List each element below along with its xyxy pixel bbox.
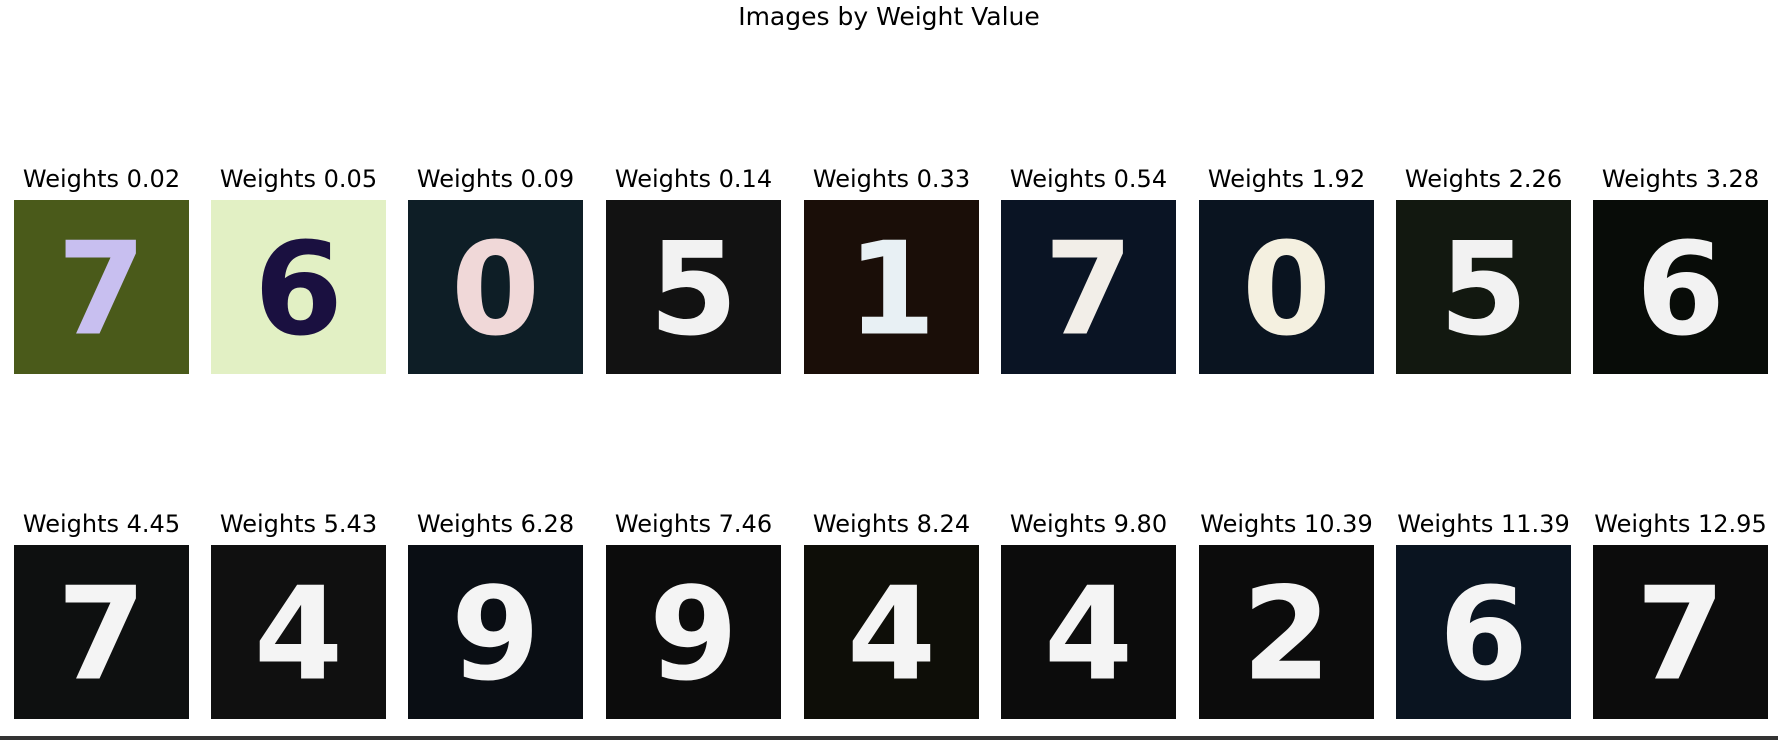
digit-image: 2 <box>1199 545 1374 719</box>
digit-image: 6 <box>211 200 386 374</box>
digit-glyph: 2 <box>1242 561 1331 710</box>
digit-image: 7 <box>14 200 189 374</box>
panel-weight-label: Weights 0.05 <box>219 165 378 193</box>
digit-glyph: 5 <box>1439 216 1528 365</box>
digit-image: 6 <box>1593 200 1768 374</box>
panel-weight-label: Weights 4.45 <box>22 510 181 538</box>
panel-weight-label: Weights 5.43 <box>219 510 378 538</box>
digit-glyph: 6 <box>1439 561 1528 710</box>
digit-image: 7 <box>14 545 189 719</box>
panel-weight-label: Weights 0.09 <box>416 165 575 193</box>
digit-image: 9 <box>408 545 583 719</box>
digit-image: 5 <box>1396 200 1571 374</box>
digit-image: 7 <box>1593 545 1768 719</box>
digit-glyph: 9 <box>649 561 738 710</box>
digit-glyph: 0 <box>451 216 540 365</box>
panel-weight-label: Weights 8.24 <box>812 510 971 538</box>
digit-glyph: 1 <box>847 216 936 365</box>
panel-weight-label: Weights 0.33 <box>812 165 971 193</box>
digit-image: 1 <box>804 200 979 374</box>
digit-glyph: 4 <box>847 561 936 710</box>
panel-weight-label: Weights 6.28 <box>416 510 575 538</box>
digit-glyph: 6 <box>1636 216 1725 365</box>
panel-weight-label: Weights 12.95 <box>1594 510 1767 538</box>
panel-weight-label: Weights 3.28 <box>1601 165 1760 193</box>
digit-image: 4 <box>1001 545 1176 719</box>
digit-glyph: 7 <box>1636 561 1725 710</box>
digit-image: 0 <box>408 200 583 374</box>
digit-glyph: 4 <box>254 561 343 710</box>
panel-weight-label: Weights 11.39 <box>1397 510 1570 538</box>
digit-glyph: 4 <box>1044 561 1133 710</box>
digit-glyph: 5 <box>649 216 738 365</box>
panel-weight-label: Weights 9.80 <box>1009 510 1168 538</box>
digit-image: 0 <box>1199 200 1374 374</box>
panel-weight-label: Weights 10.39 <box>1200 510 1373 538</box>
digit-glyph: 7 <box>57 216 146 365</box>
digit-glyph: 7 <box>1044 216 1133 365</box>
digit-image: 7 <box>1001 200 1176 374</box>
digit-image: 4 <box>804 545 979 719</box>
digit-glyph: 7 <box>57 561 146 710</box>
digit-image: 5 <box>606 200 781 374</box>
panel-weight-label: Weights 7.46 <box>614 510 773 538</box>
panel-weight-label: Weights 2.26 <box>1404 165 1563 193</box>
digit-glyph: 9 <box>451 561 540 710</box>
bottom-border <box>0 736 1778 740</box>
panel-weight-label: Weights 1.92 <box>1207 165 1366 193</box>
digit-glyph: 6 <box>254 216 343 365</box>
figure-title: Images by Weight Value <box>738 2 1040 31</box>
digit-glyph: 0 <box>1242 216 1331 365</box>
digit-image: 6 <box>1396 545 1571 719</box>
panel-weight-label: Weights 0.14 <box>614 165 773 193</box>
digit-image: 9 <box>606 545 781 719</box>
panel-weight-label: Weights 0.54 <box>1009 165 1168 193</box>
panel-weight-label: Weights 0.02 <box>22 165 181 193</box>
digit-image: 4 <box>211 545 386 719</box>
